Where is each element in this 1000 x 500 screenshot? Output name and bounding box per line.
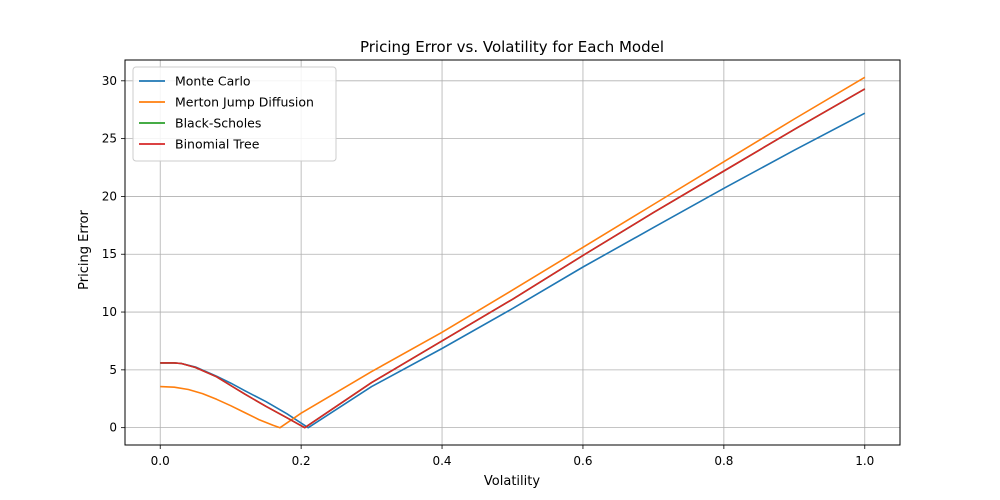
legend-label-monte-carlo: Monte Carlo <box>175 74 251 89</box>
y-tick-label: 10 <box>102 305 117 319</box>
legend[interactable]: Monte Carlo Merton Jump Diffusion Black-Sc… <box>132 66 337 162</box>
series-line-merton-jump-diffusion <box>160 76 866 429</box>
x-tick-label: 0.6 <box>573 454 592 468</box>
legend-box <box>132 66 337 162</box>
x-tick-label: 0.0 <box>151 454 170 468</box>
axis-ticks: 0.0 0.2 0.4 0.6 0.8 1.0 0 5 10 15 20 25 30 <box>102 74 875 468</box>
y-tick-label: 20 <box>102 189 117 203</box>
y-axis-label: Pricing Error <box>77 210 92 290</box>
y-tick-label: 30 <box>102 74 117 88</box>
x-tick-label: 0.8 <box>714 454 733 468</box>
x-tick-label: 0.4 <box>432 454 451 468</box>
legend-label-black-scholes: Black-Scholes <box>175 116 261 131</box>
grid <box>125 60 900 445</box>
plot-frame <box>124 59 901 446</box>
chart-title: Pricing Error vs. Volatility for Each Mo… <box>360 38 664 56</box>
x-tick-label: 1.0 <box>855 454 874 468</box>
y-tick-label: 5 <box>109 363 117 377</box>
x-axis-label: Volatility <box>484 474 540 489</box>
y-tick-label: 15 <box>102 247 117 261</box>
y-tick-label: 25 <box>102 132 117 146</box>
legend-label-binomial-tree: Binomial Tree <box>175 137 260 152</box>
legend-label-merton-jump-diffusion: Merton Jump Diffusion <box>175 95 314 110</box>
y-tick-label: 0 <box>109 421 117 435</box>
series-line-binomial-tree <box>160 88 866 429</box>
series-lines <box>160 76 866 429</box>
x-tick-label: 0.2 <box>292 454 311 468</box>
